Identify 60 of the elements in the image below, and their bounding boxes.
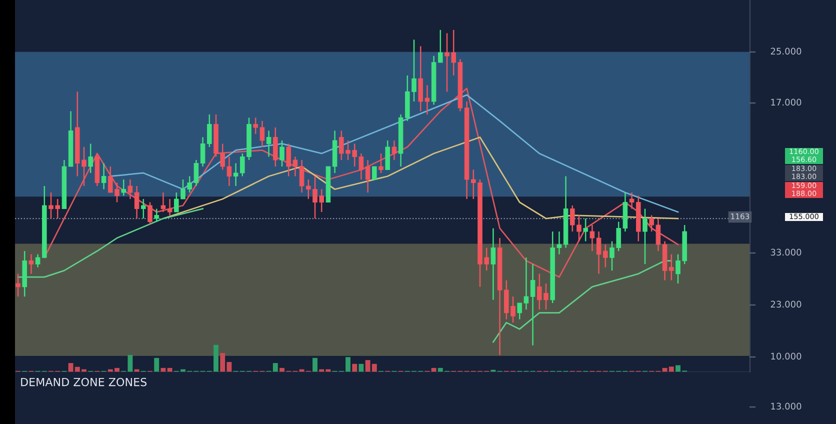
candlestick bbox=[365, 159, 370, 194]
candlestick bbox=[392, 140, 397, 161]
candlestick bbox=[358, 152, 364, 180]
text: 25.000 bbox=[770, 48, 802, 55]
candlestick bbox=[167, 198, 172, 216]
candlestick bbox=[596, 230, 602, 274]
candlestick bbox=[128, 178, 133, 200]
candlestick bbox=[372, 166, 377, 180]
candlestick bbox=[583, 218, 588, 242]
candlestick bbox=[148, 202, 152, 226]
candlestick bbox=[556, 230, 562, 255]
candlestick bbox=[424, 84, 430, 116]
candlestick bbox=[253, 117, 258, 135]
bar bbox=[352, 364, 358, 372]
candlestick bbox=[200, 136, 206, 168]
text: DEMAND ZONE ZONES bbox=[21, 378, 147, 386]
text: 17.000 bbox=[771, 98, 802, 106]
candlestick bbox=[266, 130, 272, 158]
candlestick bbox=[154, 208, 159, 222]
candlestick bbox=[656, 218, 661, 252]
candlestick bbox=[141, 198, 146, 220]
text: 33.000 bbox=[770, 248, 802, 256]
candlestick bbox=[524, 256, 529, 310]
candlestick bbox=[273, 126, 278, 168]
candlestick bbox=[134, 185, 140, 220]
candlestick bbox=[160, 192, 166, 213]
text: 10.000 bbox=[771, 352, 802, 360]
candlestick bbox=[299, 159, 304, 194]
candlestick bbox=[642, 208, 648, 265]
candlestick bbox=[418, 46, 423, 112]
candlestick bbox=[101, 162, 106, 190]
candlestick bbox=[194, 159, 199, 187]
text: 13.000 bbox=[771, 402, 802, 410]
candlestick bbox=[530, 263, 536, 346]
candlestick bbox=[629, 192, 634, 210]
candlestick bbox=[292, 156, 298, 177]
candlestick bbox=[603, 244, 608, 268]
candlestick bbox=[517, 302, 522, 320]
candlestick bbox=[233, 162, 238, 187]
candlestick bbox=[490, 228, 496, 300]
candlestick bbox=[669, 254, 674, 281]
candlestick bbox=[88, 143, 93, 174]
text: 23.000 bbox=[770, 300, 802, 308]
candlestick bbox=[286, 143, 291, 177]
candlestick bbox=[438, 29, 443, 64]
candlestick bbox=[28, 254, 34, 274]
candlestick bbox=[121, 178, 126, 196]
candlestick bbox=[378, 152, 384, 174]
candlestick bbox=[649, 214, 654, 232]
candlestick bbox=[260, 120, 265, 148]
candlestick bbox=[226, 156, 232, 187]
candlestick bbox=[16, 273, 20, 298]
bar bbox=[312, 358, 318, 372]
candlestick bbox=[207, 114, 212, 148]
candlestick bbox=[35, 254, 40, 268]
bar bbox=[154, 358, 160, 372]
bar bbox=[358, 364, 364, 372]
candlestick bbox=[385, 140, 390, 170]
candlestick bbox=[590, 224, 595, 252]
candlestick bbox=[280, 140, 284, 168]
